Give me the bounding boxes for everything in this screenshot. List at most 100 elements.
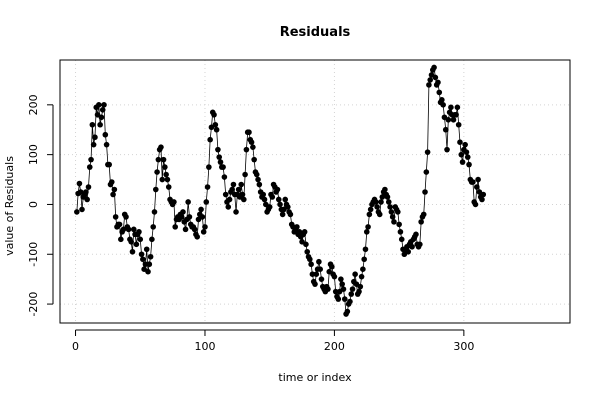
data-point [307,256,313,263]
data-point [86,164,93,170]
data-point [367,206,374,213]
data-point [106,161,112,168]
data-point [180,209,186,215]
data-point [397,229,404,235]
data-point [388,209,395,215]
plot-border [59,59,571,324]
data-point [149,236,155,243]
data-point [140,256,146,263]
data-point [194,234,201,240]
data-point [405,248,412,255]
grid-lines [60,60,570,323]
data-point [186,214,193,220]
data-point [74,209,80,215]
data-point [418,219,424,225]
data-point [312,281,318,287]
data-point [159,176,166,183]
data-point [251,156,257,163]
data-point [470,179,476,185]
data-point [182,226,189,233]
data-point [142,261,149,268]
data-point [178,214,185,220]
data-point [215,146,221,153]
data-point [112,214,119,220]
data-point [185,199,191,205]
data-point [294,224,300,230]
data-point [277,201,283,208]
data-point [378,199,384,205]
data-point [409,243,415,250]
data-point [422,189,428,195]
data-point [391,219,397,225]
data-point [435,79,441,86]
data-point [203,199,210,205]
data-point [445,116,452,123]
data-point [233,209,239,215]
data-point [331,273,338,280]
data-point [97,121,103,128]
data-point [385,199,392,205]
data-point [242,171,248,178]
data-point [436,89,443,96]
data-point [387,204,393,210]
data-point [344,308,351,315]
data-point [250,144,256,150]
data-point [213,126,220,133]
data-point [101,102,107,108]
data-point [313,271,320,277]
data-point [239,191,246,198]
data-point [398,236,405,243]
data-point [466,161,472,168]
data-series [74,64,487,317]
data-point [348,291,355,297]
data-point [389,214,396,220]
data-point [266,204,273,210]
data-point [332,288,339,295]
data-point [133,241,140,248]
data-point [129,248,136,255]
data-point [154,169,160,175]
data-point [338,276,344,282]
data-point [282,196,289,203]
data-point [424,149,431,155]
data-point [420,211,427,218]
data-point [230,181,237,188]
data-point [103,141,110,148]
axes: 0 100 200 300 -200 -100 0 100 200 [27,94,474,353]
data-point [200,229,207,235]
data-point [454,104,461,111]
data-point [325,286,331,292]
data-point [464,154,471,160]
data-point [423,169,430,175]
data-point [395,209,401,215]
data-point [426,82,432,88]
data-point [198,206,204,213]
data-point [439,97,445,103]
data-point [211,111,217,118]
data-point [287,211,294,218]
data-point [226,196,233,203]
data-point [108,179,115,185]
x-tick-label: 300 [453,340,474,353]
data-point [136,229,142,235]
data-point [285,204,291,210]
data-point [118,236,124,243]
y-tick-label: -100 [27,242,40,267]
data-point [206,164,212,170]
data-point [340,286,347,292]
data-point [162,164,168,170]
data-point [102,131,109,138]
data-point [235,186,242,193]
data-point [318,276,325,282]
data-point [158,144,164,150]
data-point [248,139,255,145]
data-point [474,184,480,190]
data-point [356,288,362,295]
data-point [204,184,211,190]
data-point [308,261,314,268]
data-point [172,224,178,230]
data-point [98,114,105,121]
data-point [92,134,98,141]
data-point [151,209,158,215]
